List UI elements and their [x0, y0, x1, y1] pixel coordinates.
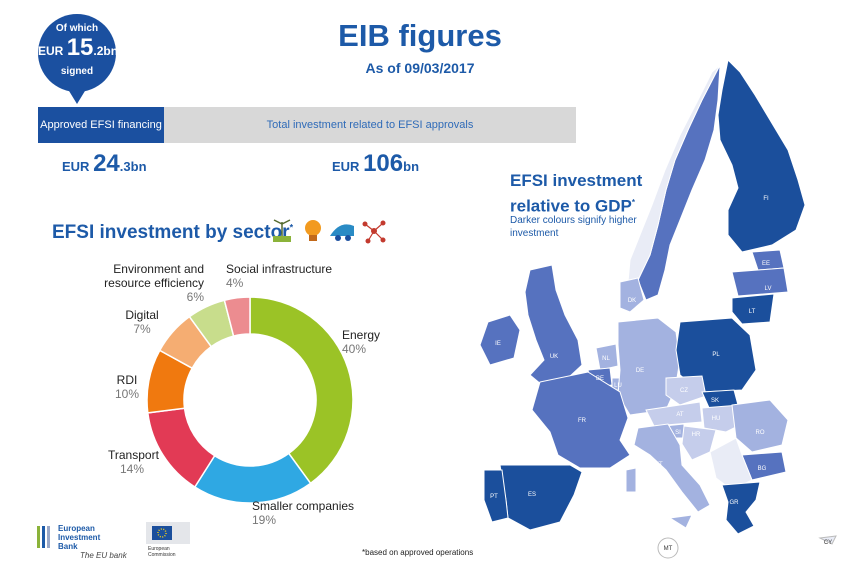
map-country-gr	[721, 481, 761, 535]
code-at: AT	[676, 412, 684, 418]
code-cz: CZ	[680, 388, 688, 394]
europe-map: FI SE EE LV LT DK IE UK NL BE LU DE PL C…	[479, 60, 837, 559]
code-nl: NL	[602, 356, 610, 362]
map-sardinia	[625, 467, 637, 493]
transport-icon	[330, 224, 354, 241]
code-be: BE	[596, 376, 604, 382]
code-pt: PT	[490, 494, 498, 500]
donut-slice-energy	[249, 296, 354, 485]
code-lt: LT	[749, 309, 756, 315]
ec-logo-mark	[146, 522, 190, 544]
donut-slice-social-infrastructure	[223, 296, 251, 337]
sector-chart-title: EFSI investment by sector*	[52, 222, 294, 243]
signed-amount: EUR 15.2bn	[38, 34, 119, 61]
code-ee: EE	[762, 261, 770, 267]
signed-bubble: Of which EUR 15.2bn signed	[38, 14, 119, 92]
map-country-lv	[731, 267, 789, 297]
map-country-lt	[731, 293, 775, 325]
signed-prefix: Of which	[55, 23, 99, 34]
approved-financing-bar: Approved EFSI financing	[38, 107, 164, 143]
approved-amount: EUR 24.3bn	[62, 150, 147, 177]
label-rdi: RDI 10%	[114, 373, 140, 401]
code-lu: LU	[614, 383, 622, 389]
label-energy: Energy 40%	[342, 328, 381, 356]
map-country-fr	[531, 371, 631, 469]
eib-logo-mark	[37, 526, 50, 548]
wind-turbine-icon	[273, 219, 291, 242]
code-ie: IE	[495, 341, 501, 347]
code-gr: GR	[730, 500, 740, 506]
sector-icons	[273, 219, 386, 244]
map-country-uk	[524, 264, 583, 386]
label-smaller-companies: Smaller companies 19%	[252, 499, 355, 527]
map-country-cz	[665, 375, 707, 406]
footnote: *based on approved operations	[362, 548, 474, 557]
code-it: IT	[657, 462, 663, 468]
code-mt: MT	[664, 546, 673, 552]
code-cy: CY	[824, 540, 832, 546]
code-es: ES	[528, 492, 536, 498]
map-country-fi	[717, 60, 806, 253]
map-country-pt	[483, 469, 509, 523]
total-amount: EUR 106bn	[332, 150, 420, 177]
sector-donut-chart	[146, 296, 354, 504]
map-country-pl	[675, 317, 757, 393]
label-environment: Environment and resource efficiency 6%	[104, 262, 204, 304]
map-country-de	[617, 317, 681, 416]
code-hu: HU	[712, 416, 721, 422]
code-de: DE	[636, 368, 644, 374]
code-sk: SK	[711, 398, 719, 404]
code-bg: BG	[758, 466, 767, 472]
lightbulb-icon	[305, 220, 321, 241]
code-fi: FI	[763, 196, 769, 202]
label-digital: Digital 7%	[125, 308, 159, 336]
map-country-mt	[657, 537, 679, 559]
page-title: EIB figures	[338, 18, 502, 53]
map-country-dk	[619, 277, 645, 313]
code-hr: HR	[692, 432, 701, 438]
map-country-it	[633, 423, 711, 513]
code-se: SE	[671, 240, 679, 246]
map-country-ie	[479, 314, 521, 366]
code-uk: UK	[550, 354, 558, 360]
map-subtitle: Darker colours signify higher investment	[510, 215, 637, 239]
map-balkans	[709, 437, 753, 491]
code-fr: FR	[578, 418, 587, 424]
total-investment-bar: Total investment related to EFSI approva…	[164, 107, 576, 143]
map-country-ro	[731, 399, 789, 453]
label-social-infrastructure: Social infrastructure 4%	[226, 262, 333, 290]
label-transport: Transport 14%	[108, 448, 159, 476]
code-lv: LV	[765, 286, 772, 292]
as-of-date: As of 09/03/2017	[365, 60, 475, 76]
map-country-es	[499, 464, 583, 531]
code-dk: DK	[628, 298, 636, 304]
ec-logo: European Commission	[140, 520, 196, 565]
code-pl: PL	[712, 352, 720, 358]
map-country-hr	[681, 425, 717, 461]
map-country-at	[645, 401, 703, 427]
map-sicily	[668, 514, 693, 529]
signed-suffix: signed	[60, 66, 94, 77]
code-si: SI	[675, 430, 681, 436]
bubble-pointer	[66, 86, 88, 104]
code-ro: RO	[756, 430, 765, 436]
map-title: EFSI investment relative to GDP*	[510, 171, 643, 216]
map-country-ee	[751, 249, 785, 271]
map-country-cy	[818, 535, 837, 545]
map-country-se	[637, 64, 721, 301]
network-icon	[362, 220, 386, 244]
eib-logo: European Investment Bank The EU bank	[36, 524, 127, 560]
map-country-nl	[595, 343, 619, 371]
